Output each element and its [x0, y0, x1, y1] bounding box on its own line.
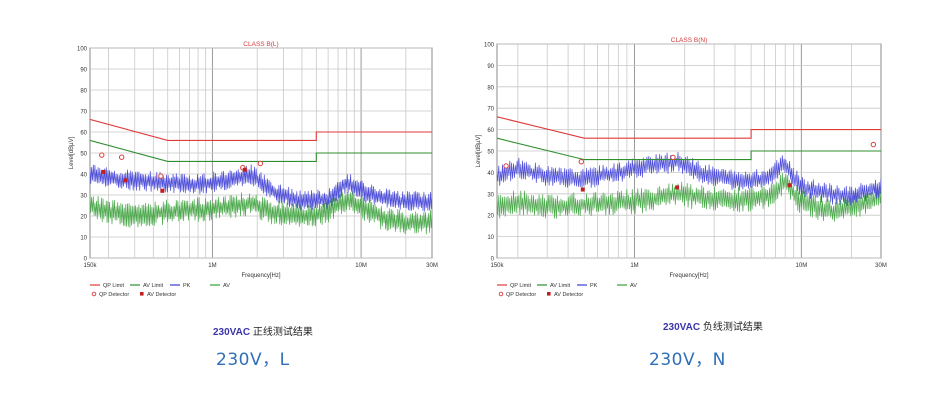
- y-tick-label: 50: [487, 150, 494, 156]
- series-group: [497, 116, 881, 222]
- emi-chart-n: 0 10 20 30 40 50 60 70 80 90 100 150k 1M 10M 30M CLASS …: [476, 37, 887, 298]
- legend-swatch: [91, 291, 97, 297]
- av-detector-marker: [675, 185, 680, 190]
- x-tick-label: 150k: [83, 263, 97, 269]
- y-tick-label: 80: [80, 89, 87, 95]
- legend-label: QP Limit: [510, 283, 531, 289]
- y-tick-label: 30: [80, 194, 87, 200]
- emi-chart-l: 0 10 20 30 40 50 60 70 80 90 100 150k 1M 10M 30M CLASS …: [69, 41, 438, 298]
- y-tick-label: 10: [487, 235, 494, 241]
- av-detector-marker: [787, 183, 792, 188]
- x-tick-label: 150k: [490, 263, 504, 269]
- series-av-limit: [497, 137, 881, 161]
- y-tick-label: 0: [491, 257, 495, 263]
- legend-label: QP Detector: [99, 292, 129, 298]
- chart-caption-n: 230VAC 负线测试结果: [663, 318, 763, 333]
- y-axis-label: Level[dBµV]: [69, 136, 75, 169]
- x-axis-label: Frequency[Hz]: [669, 273, 708, 279]
- legend-label: QP Limit: [103, 283, 124, 289]
- legend-label: AV Limit: [550, 283, 571, 289]
- legend-label: PK: [590, 283, 598, 289]
- chart-title: CLASS B(N): [671, 37, 707, 44]
- caption-text: 正线测试结果: [252, 327, 313, 338]
- series-group: [90, 118, 432, 235]
- qp-detector-marker: [578, 159, 585, 165]
- main-caption-n: 230V，N: [649, 350, 726, 370]
- x-tick-label: 1M: [630, 263, 638, 269]
- x-tick-label: 10M: [796, 263, 808, 269]
- chart-panel-line-l: 0 10 20 30 40 50 60 70 80 90 100 150k 1M 10M 30M CLASS …: [69, 41, 438, 370]
- y-tick-label: 90: [80, 68, 87, 74]
- av-detector-marker: [160, 188, 165, 193]
- y-tick-label: 60: [487, 128, 494, 134]
- y-tick-label: 100: [77, 47, 88, 53]
- legend-label: AV Limit: [143, 283, 164, 289]
- y-tick-label: 40: [487, 171, 494, 177]
- legend-swatch: [498, 291, 504, 297]
- legend-label: QP Detector: [506, 292, 536, 298]
- x-axis-label: Frequency[Hz]: [241, 273, 280, 279]
- series-av-limit: [90, 139, 432, 162]
- series-qp-limit: [90, 118, 432, 141]
- x-tick-label: 30M: [426, 263, 438, 269]
- qp-detector-marker: [99, 152, 105, 158]
- main-caption-l: 230V，L: [216, 350, 290, 370]
- series-av: [90, 191, 432, 235]
- x-tick-label: 1M: [208, 263, 216, 269]
- caption-code: 230VAC: [663, 322, 701, 333]
- av-detector-marker: [123, 178, 128, 183]
- legend-label: AV Detector: [147, 292, 176, 298]
- caption-code: 230VAC: [213, 327, 251, 338]
- qp-detector-marker: [118, 154, 125, 160]
- av-detector-marker: [580, 187, 585, 192]
- chart-panel-line-n: 0 10 20 30 40 50 60 70 80 90 100 150k 1M 10M 30M CLASS …: [475, 0, 950, 400]
- chart-caption-l: 230VAC 正线测试结果: [213, 323, 313, 338]
- chart-title: CLASS B(L): [243, 41, 278, 48]
- legend-label: AV: [630, 283, 637, 289]
- y-tick-label: 60: [80, 131, 87, 137]
- y-tick-label: 90: [487, 64, 494, 70]
- qp-detector-marker: [158, 173, 164, 179]
- x-tick-label: 10M: [355, 263, 367, 269]
- qp-detector-marker: [670, 154, 676, 161]
- y-axis-label: Level[dBµV]: [476, 134, 482, 167]
- qp-detector-marker: [870, 141, 877, 148]
- series-pk: [90, 164, 432, 212]
- legend-swatch: [547, 292, 551, 296]
- legend-label: AV: [223, 283, 230, 289]
- y-tick-label: 50: [80, 152, 87, 158]
- y-tick-label: 30: [487, 192, 494, 198]
- y-tick-label: 100: [484, 43, 495, 49]
- y-tick-label: 70: [80, 110, 87, 116]
- av-detector-marker: [242, 167, 247, 172]
- series-av: [497, 172, 881, 222]
- legend-label: AV Detector: [554, 292, 583, 298]
- y-tick-label: 80: [487, 85, 494, 91]
- y-tick-label: 40: [80, 173, 87, 179]
- y-tick-label: 10: [80, 236, 87, 242]
- av-detector-marker: [101, 169, 106, 174]
- y-tick-label: 0: [84, 257, 88, 263]
- qp-detector-marker: [257, 160, 264, 167]
- y-tick-label: 70: [487, 107, 494, 113]
- series-qp-limit: [497, 116, 881, 139]
- legend-swatch: [140, 292, 144, 296]
- y-tick-label: 20: [487, 214, 494, 220]
- qp-detector-marker: [503, 163, 509, 169]
- x-tick-label: 30M: [875, 263, 887, 269]
- y-tick-label: 20: [80, 215, 87, 221]
- legend-label: PK: [183, 283, 191, 289]
- caption-text: 负线测试结果: [702, 322, 763, 333]
